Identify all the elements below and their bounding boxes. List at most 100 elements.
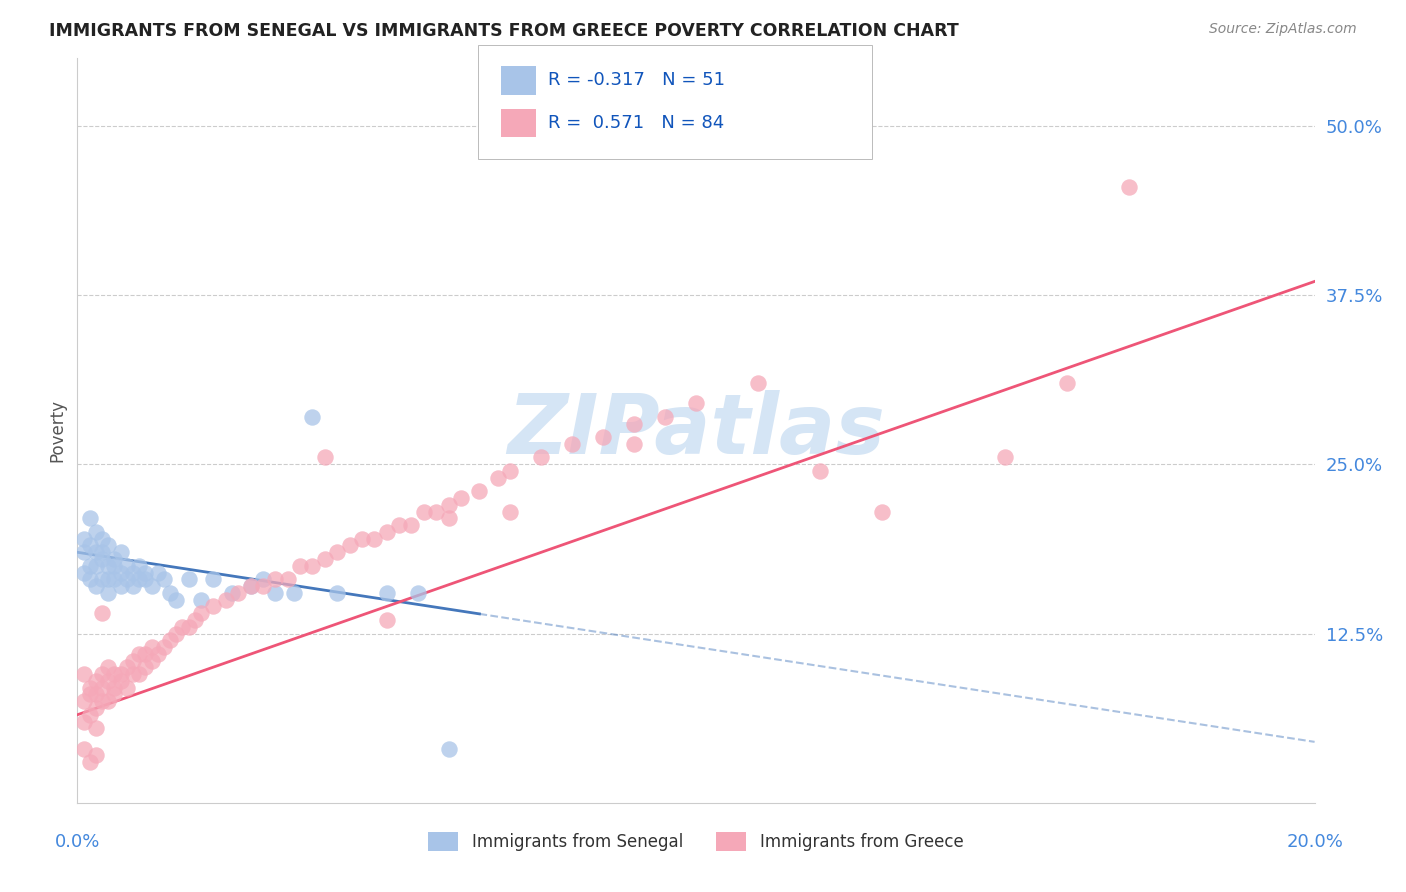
Point (122, 566, 145, 580)
Point (1056, 376, 1078, 390)
Point (115, 573, 138, 587)
Point (84, 558, 107, 573)
Point (190, 592, 212, 607)
Point (165, 592, 187, 607)
Point (808, 464, 831, 478)
Point (84, 721, 107, 735)
Legend: Immigrants from Senegal, Immigrants from Greece: Immigrants from Senegal, Immigrants from… (422, 826, 970, 858)
Point (97, 573, 120, 587)
Point (84, 524, 107, 539)
Point (994, 450, 1017, 465)
Point (97, 673, 120, 688)
Point (870, 505, 893, 519)
Point (110, 545, 132, 559)
Point (110, 673, 132, 688)
Point (97, 694, 120, 708)
Point (134, 573, 156, 587)
Point (79, 707, 101, 722)
Point (159, 586, 181, 600)
Text: IMMIGRANTS FROM SENEGAL VS IMMIGRANTS FROM GREECE POVERTY CORRELATION CHART: IMMIGRANTS FROM SENEGAL VS IMMIGRANTS FR… (49, 22, 959, 40)
Point (110, 579, 132, 593)
Point (115, 681, 138, 695)
Point (468, 484, 491, 499)
Text: R = -0.317   N = 51: R = -0.317 N = 51 (548, 71, 725, 89)
Point (141, 654, 163, 668)
Point (97, 558, 120, 573)
Point (128, 647, 150, 661)
Point (437, 511, 460, 525)
Point (202, 573, 225, 587)
Point (97, 660, 120, 674)
Point (103, 667, 125, 681)
Point (153, 573, 176, 587)
Point (97, 586, 120, 600)
Point (190, 606, 212, 620)
Point (401, 518, 423, 533)
Point (84, 673, 107, 688)
Point (301, 558, 323, 573)
Point (264, 573, 287, 587)
Point (561, 437, 583, 451)
Point (91, 606, 114, 620)
Point (122, 654, 145, 668)
Point (72, 741, 94, 756)
Point (184, 613, 207, 627)
Point (134, 660, 156, 674)
Point (115, 558, 138, 573)
Point (103, 552, 125, 566)
Point (72, 545, 94, 559)
Point (91, 552, 114, 566)
Point (177, 573, 200, 587)
Point (375, 586, 398, 600)
Point (72, 714, 94, 729)
Point (375, 524, 398, 539)
Point (97, 539, 120, 553)
Point (592, 430, 614, 444)
Point (146, 647, 169, 661)
Point (654, 409, 676, 424)
Point (91, 681, 114, 695)
Text: 0.0%: 0.0% (55, 833, 100, 851)
Point (252, 573, 274, 587)
Point (425, 505, 447, 519)
Point (1118, 179, 1140, 194)
Point (79, 511, 101, 525)
Point (252, 579, 274, 593)
Point (141, 579, 163, 593)
Point (122, 579, 145, 593)
Point (110, 667, 132, 681)
Point (103, 558, 125, 573)
Point (301, 409, 323, 424)
Point (375, 613, 398, 627)
Point (221, 586, 243, 600)
Y-axis label: Poverty: Poverty (48, 399, 66, 462)
Point (128, 558, 150, 573)
Point (239, 579, 262, 593)
Point (412, 505, 434, 519)
Point (326, 545, 349, 559)
Point (110, 566, 132, 580)
Point (146, 566, 169, 580)
Point (363, 532, 385, 546)
Point (84, 688, 107, 702)
Point (84, 701, 107, 715)
Point (350, 532, 373, 546)
Point (388, 518, 411, 533)
Point (499, 464, 522, 478)
Point (91, 667, 114, 681)
Point (115, 660, 138, 674)
Point (314, 450, 336, 465)
Point (239, 579, 262, 593)
Point (72, 667, 94, 681)
Text: ZIPatlas: ZIPatlas (508, 390, 884, 471)
Point (264, 586, 287, 600)
Point (79, 681, 101, 695)
Point (103, 688, 125, 702)
Point (79, 755, 101, 769)
Point (437, 741, 460, 756)
Point (288, 558, 311, 573)
Point (177, 620, 200, 634)
Point (79, 573, 101, 587)
Point (159, 633, 181, 648)
Point (84, 748, 107, 763)
